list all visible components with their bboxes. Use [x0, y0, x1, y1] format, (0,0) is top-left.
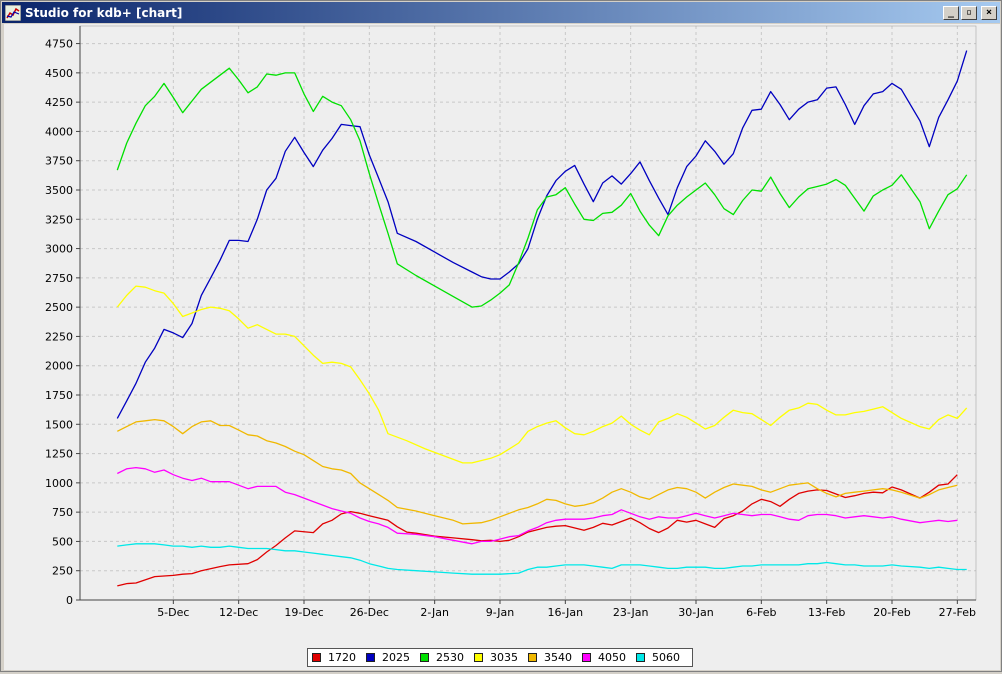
restore-icon: ▫	[965, 6, 973, 18]
legend-item-1720: 1720	[312, 651, 356, 664]
y-axis: 0 250 500 750 1000 1250 1500 1750 2000 2250 2500 27…	[45, 26, 81, 607]
x-tick-label: 26-Dec	[350, 606, 389, 619]
y-tick-label: 3000	[45, 243, 73, 256]
y-tick-label: 4000	[45, 125, 73, 138]
x-tick-label: 23-Jan	[613, 606, 649, 619]
x-tick-label: 30-Jan	[678, 606, 714, 619]
close-icon: ×	[985, 6, 993, 18]
legend-label: 4050	[598, 651, 626, 664]
x-tick-label: 9-Jan	[486, 606, 515, 619]
minimize-button[interactable]: _	[943, 5, 959, 20]
y-tick-label: 4750	[45, 38, 73, 51]
y-tick-label: 750	[52, 506, 73, 519]
chart-grid	[80, 26, 976, 600]
legend-item-5060: 5060	[636, 651, 680, 664]
x-tick-label: 2-Jan	[420, 606, 449, 619]
series-line-3540	[117, 418, 958, 525]
x-tick-label: 6-Feb	[746, 606, 776, 619]
y-tick-label: 4500	[45, 67, 73, 80]
x-axis: 5-Dec 12-Dec 19-Dec 26-Dec 2-Jan 9-Jan 16-Jan 2…	[80, 599, 976, 619]
legend-item-3035: 3035	[474, 651, 518, 664]
title-bar[interactable]: Studio for kdb+ [chart] _ ▫ ×	[2, 2, 1000, 23]
legend-item-2025: 2025	[366, 651, 410, 664]
series-line-5060	[117, 543, 967, 575]
y-tick-label: 2250	[45, 330, 73, 343]
y-tick-label: 2000	[45, 360, 73, 373]
legend-label: 1720	[328, 651, 356, 664]
series-line-3035	[116, 285, 968, 464]
legend-swatch	[636, 653, 645, 662]
x-tick-label: 27-Feb	[939, 606, 976, 619]
legend-swatch	[366, 653, 375, 662]
window-title: Studio for kdb+ [chart]	[25, 5, 183, 20]
y-tick-label: 3750	[45, 155, 73, 168]
plot-area-border	[79, 25, 977, 601]
x-tick-label: 13-Feb	[808, 606, 845, 619]
y-tick-label: 0	[66, 594, 73, 607]
legend-label: 5060	[652, 651, 680, 664]
legend-swatch	[312, 653, 321, 662]
legend-item-2530: 2530	[420, 651, 464, 664]
chart-panel[interactable]: 0 250 500 750 1000 1250 1500 1750 2000 2250 2500 27…	[4, 24, 1000, 670]
y-tick-label: 2500	[45, 301, 73, 314]
y-tick-label: 3250	[45, 213, 73, 226]
x-tick-label: 20-Feb	[873, 606, 910, 619]
line-chart: 0 250 500 750 1000 1250 1500 1750 2000 2250 2500 27…	[45, 25, 977, 619]
chart-app-icon	[5, 4, 21, 21]
series-line-2025	[116, 50, 968, 419]
legend-label: 2530	[436, 651, 464, 664]
series-line-1720	[117, 474, 958, 587]
chart-series	[116, 50, 968, 587]
y-tick-label: 1750	[45, 389, 73, 402]
y-tick-label: 1250	[45, 448, 73, 461]
chart-legend: 1720 2025 2530 3035 3540 4050 5060	[307, 648, 693, 667]
legend-label: 3540	[544, 651, 572, 664]
legend-item-3540: 3540	[528, 651, 572, 664]
x-tick-label: 19-Dec	[284, 606, 323, 619]
legend-swatch	[528, 653, 537, 662]
y-tick-label: 4250	[45, 96, 73, 109]
legend-swatch	[474, 653, 483, 662]
y-tick-label: 3500	[45, 184, 73, 197]
x-tick-label: 5-Dec	[157, 606, 189, 619]
x-tick-label: 16-Jan	[548, 606, 584, 619]
legend-swatch	[420, 653, 429, 662]
y-tick-label: 1000	[45, 477, 73, 490]
legend-label: 2025	[382, 651, 410, 664]
y-tick-label: 1500	[45, 418, 73, 431]
minimize-icon: _	[947, 6, 955, 18]
series-line-4050	[117, 466, 958, 545]
y-tick-label: 500	[52, 535, 73, 548]
legend-swatch	[582, 653, 591, 662]
y-tick-label: 250	[52, 565, 73, 578]
close-button[interactable]: ×	[981, 5, 997, 20]
restore-button[interactable]: ▫	[961, 5, 977, 20]
x-tick-label: 12-Dec	[219, 606, 258, 619]
series-line-2530	[116, 67, 968, 308]
legend-label: 3035	[490, 651, 518, 664]
legend-item-4050: 4050	[582, 651, 626, 664]
y-tick-label: 2750	[45, 272, 73, 285]
